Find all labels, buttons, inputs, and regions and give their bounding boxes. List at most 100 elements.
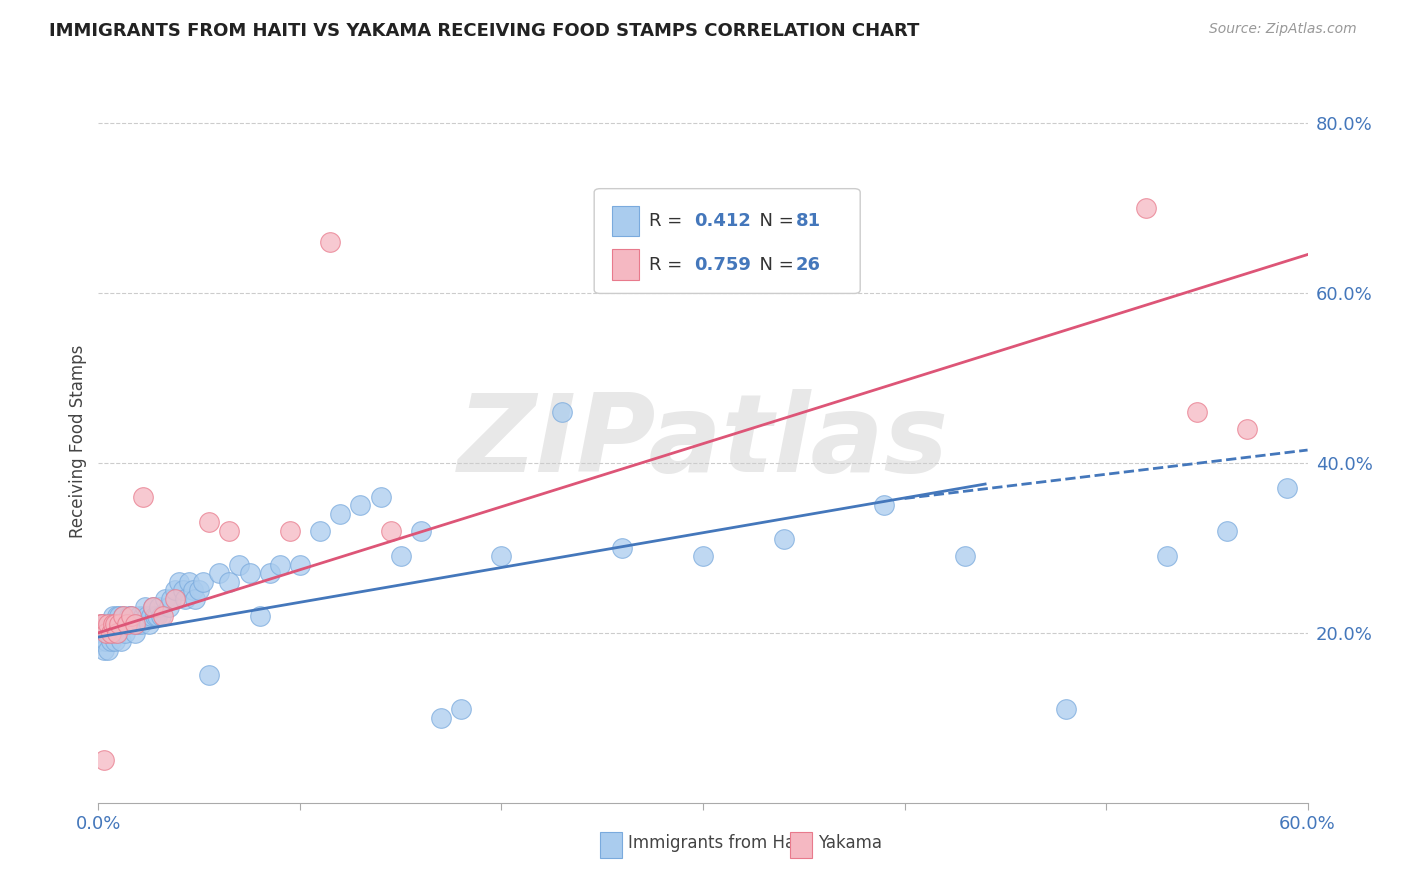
Point	[111, 608, 134, 623]
Point	[103, 617, 125, 632]
Point	[129, 617, 152, 632]
FancyBboxPatch shape	[613, 206, 638, 236]
Point	[181, 583, 204, 598]
Point	[450, 702, 472, 716]
Point	[124, 625, 146, 640]
Point	[349, 498, 371, 512]
Text: R =: R =	[648, 212, 688, 230]
Point	[174, 591, 197, 606]
Point	[132, 608, 155, 623]
Point	[309, 524, 332, 538]
Point	[692, 549, 714, 564]
Point	[93, 753, 115, 767]
Point	[249, 608, 271, 623]
Point	[1236, 422, 1258, 436]
Point	[188, 583, 211, 598]
Point	[101, 625, 124, 640]
Point	[184, 591, 207, 606]
Point	[153, 591, 176, 606]
Text: Source: ZipAtlas.com: Source: ZipAtlas.com	[1209, 22, 1357, 37]
Point	[132, 490, 155, 504]
Point	[172, 583, 194, 598]
Point	[103, 617, 125, 632]
Text: 0.759: 0.759	[695, 255, 751, 274]
Point	[873, 498, 896, 512]
Point	[1156, 549, 1178, 564]
Text: IMMIGRANTS FROM HAITI VS YAKAMA RECEIVING FOOD STAMPS CORRELATION CHART: IMMIGRANTS FROM HAITI VS YAKAMA RECEIVIN…	[49, 22, 920, 40]
Text: 0.412: 0.412	[695, 212, 751, 230]
Point	[1054, 702, 1077, 716]
Point	[143, 608, 166, 623]
Point	[93, 642, 115, 657]
Point	[97, 625, 120, 640]
Point	[772, 533, 794, 547]
Point	[103, 634, 125, 648]
Text: 26: 26	[796, 255, 821, 274]
Point	[107, 608, 129, 623]
Point	[93, 625, 115, 640]
Point	[120, 608, 142, 623]
Point	[198, 516, 221, 530]
Point	[100, 617, 122, 632]
Point	[179, 574, 201, 589]
Point	[107, 617, 129, 632]
Point	[124, 617, 146, 632]
Point	[111, 608, 134, 623]
Point	[167, 574, 190, 589]
Point	[97, 617, 120, 632]
Point	[193, 574, 215, 589]
Point	[1135, 201, 1157, 215]
Point	[152, 608, 174, 623]
Point	[380, 524, 402, 538]
Point	[89, 617, 111, 632]
Point	[91, 617, 114, 632]
Text: ZIPatlas: ZIPatlas	[457, 389, 949, 494]
Point	[142, 600, 165, 615]
Text: N =: N =	[748, 255, 799, 274]
Point	[118, 617, 141, 632]
Point	[114, 625, 136, 640]
Point	[612, 541, 634, 555]
Point	[121, 617, 143, 632]
Text: Immigrants from Haiti: Immigrants from Haiti	[628, 833, 811, 852]
Point	[142, 600, 165, 615]
Point	[101, 617, 124, 632]
Point	[97, 642, 120, 657]
Point	[118, 608, 141, 623]
Point	[1277, 481, 1299, 495]
Point	[105, 625, 128, 640]
Point	[259, 566, 281, 581]
Y-axis label: Receiving Food Stamps: Receiving Food Stamps	[69, 345, 87, 538]
Point	[160, 591, 183, 606]
Point	[135, 608, 157, 623]
Point	[125, 617, 148, 632]
Text: R =: R =	[648, 255, 688, 274]
Point	[239, 566, 262, 581]
Point	[389, 549, 412, 564]
Point	[105, 608, 128, 623]
Text: Yakama: Yakama	[818, 833, 882, 852]
Point	[319, 235, 342, 249]
Point	[105, 625, 128, 640]
Point	[110, 634, 132, 648]
Point	[430, 711, 453, 725]
Point	[146, 608, 169, 623]
Point	[329, 507, 352, 521]
Point	[91, 617, 114, 632]
Point	[107, 617, 129, 632]
Point	[218, 524, 240, 538]
Point	[491, 549, 513, 564]
Text: 81: 81	[796, 212, 821, 230]
Point	[551, 405, 574, 419]
Point	[101, 608, 124, 623]
Point	[163, 583, 186, 598]
Point	[120, 608, 142, 623]
FancyBboxPatch shape	[613, 250, 638, 280]
Point	[228, 558, 250, 572]
Point	[157, 600, 180, 615]
Point	[370, 490, 392, 504]
Point	[100, 634, 122, 648]
Point	[208, 566, 231, 581]
Point	[149, 608, 172, 623]
Point	[134, 600, 156, 615]
